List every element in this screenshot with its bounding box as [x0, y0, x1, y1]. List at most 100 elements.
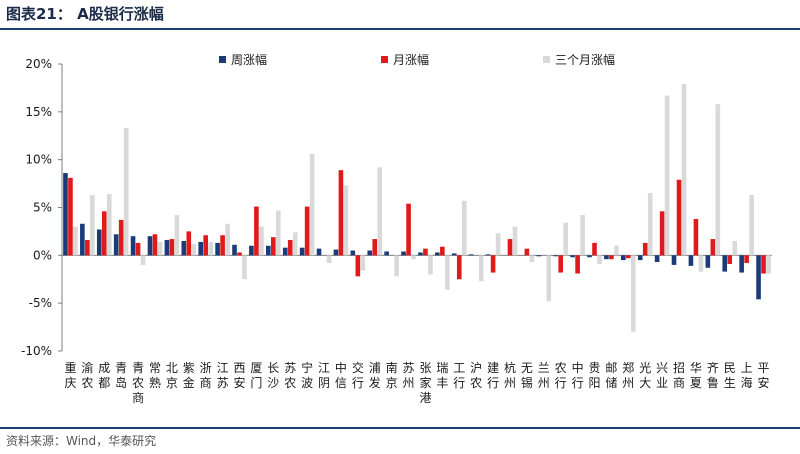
bar-quarterly [597, 255, 602, 264]
bars [63, 84, 771, 332]
legend-label: 月涨幅 [393, 52, 429, 67]
y-tick-label: 20% [25, 57, 52, 71]
bar-quarterly [614, 245, 619, 256]
bar-quarterly [259, 226, 264, 256]
bar-monthly [85, 240, 90, 256]
bar-weekly [266, 245, 271, 256]
bar-monthly [287, 240, 293, 256]
bar-weekly [282, 247, 288, 256]
category-label: 平安 [758, 361, 770, 390]
y-tick-label: -5% [29, 296, 52, 310]
bar-weekly [147, 236, 153, 256]
bar-monthly [254, 206, 259, 256]
category-label: 渝农 [81, 360, 93, 390]
bar-weekly [468, 254, 474, 256]
legend-swatch [381, 56, 388, 63]
bar-monthly [659, 211, 665, 256]
bar-monthly [693, 218, 699, 256]
bar-weekly [299, 247, 305, 256]
bar-quarterly [377, 167, 383, 256]
bar-monthly [68, 177, 73, 256]
bar-quarterly [478, 255, 484, 282]
bar-quarterly [191, 243, 197, 256]
source-note: 资料来源：Wind，华泰研究 [6, 434, 157, 448]
category-label: 成都 [98, 361, 110, 390]
figure-title: 图表21： A股银行涨幅 [6, 5, 164, 23]
bar-quarterly [631, 255, 636, 332]
bar-weekly [604, 255, 609, 260]
bar-monthly [558, 255, 563, 273]
bar-weekly [722, 255, 728, 272]
bar-monthly [372, 239, 378, 256]
bar-monthly [490, 255, 496, 273]
bar-weekly [418, 252, 423, 256]
category-label: 南京 [386, 360, 398, 390]
bar-weekly [215, 242, 220, 256]
category-label: 张家港 [419, 361, 431, 405]
bar-quarterly [580, 215, 585, 256]
bar-weekly [654, 255, 660, 263]
bar-weekly [570, 255, 575, 258]
bar-weekly [316, 248, 322, 256]
category-label: 浦发 [369, 361, 381, 390]
bar-monthly [406, 203, 411, 256]
bar-weekly [80, 223, 85, 256]
bar-quarterly [106, 194, 112, 256]
bar-monthly [456, 255, 462, 280]
bar-quarterly [157, 241, 163, 256]
category-label: 江阴 [318, 361, 330, 390]
bar-weekly [536, 255, 542, 257]
category-label: 杭州 [504, 360, 516, 390]
category-label: 光大 [639, 361, 651, 390]
bar-quarterly [495, 233, 501, 256]
bar-quarterly [529, 255, 535, 263]
category-label: 长沙 [267, 361, 279, 390]
bar-monthly [355, 255, 361, 277]
bar-weekly [756, 255, 761, 300]
bar-monthly [135, 242, 141, 256]
legend-label: 周涨幅 [231, 52, 267, 67]
bar-monthly [676, 179, 682, 256]
bar-quarterly [276, 210, 281, 256]
category-label: 兰州 [538, 361, 550, 390]
bar-weekly [485, 254, 491, 256]
bar-quarterly [309, 153, 315, 256]
bar-quarterly [123, 128, 129, 256]
category-label: 重庆 [64, 361, 76, 390]
category-label: 建行 [487, 361, 499, 390]
bar-quarterly [343, 185, 349, 256]
bar-monthly [761, 255, 766, 274]
bar-weekly [705, 255, 711, 268]
category-label: 郑州 [622, 360, 634, 390]
bar-monthly [237, 252, 242, 256]
bar-weekly [130, 236, 136, 256]
bar-monthly [744, 255, 749, 263]
bar-monthly [642, 242, 648, 256]
bar-weekly [198, 241, 203, 256]
category-label: 常熟 [149, 361, 161, 390]
bar-quarterly [664, 95, 670, 256]
bar-monthly [507, 239, 513, 256]
category-label: 农行 [555, 361, 567, 390]
bar-monthly [524, 248, 530, 256]
bar-weekly [232, 244, 237, 256]
category-label: 兴业 [656, 361, 668, 390]
bar-weekly [451, 253, 457, 256]
bar-weekly [384, 251, 389, 256]
category-label: 招商 [673, 361, 685, 390]
category-label: 瑞丰 [436, 361, 448, 390]
bar-quarterly [140, 255, 146, 265]
bar-quarterly [360, 255, 366, 271]
bar-weekly [637, 255, 643, 261]
bar-quarterly [208, 241, 213, 256]
bar-monthly [169, 239, 175, 256]
bar-monthly [203, 235, 208, 256]
bar-quarterly [90, 195, 95, 256]
bar-weekly [739, 255, 744, 273]
legend: 周涨幅 月涨幅 三个月涨幅 [219, 52, 615, 67]
category-label: 北京 [166, 361, 178, 390]
bar-quarterly [174, 215, 180, 256]
bar-quarterly [225, 223, 230, 256]
bar-quarterly [428, 255, 433, 275]
bar-quarterly [563, 222, 568, 256]
